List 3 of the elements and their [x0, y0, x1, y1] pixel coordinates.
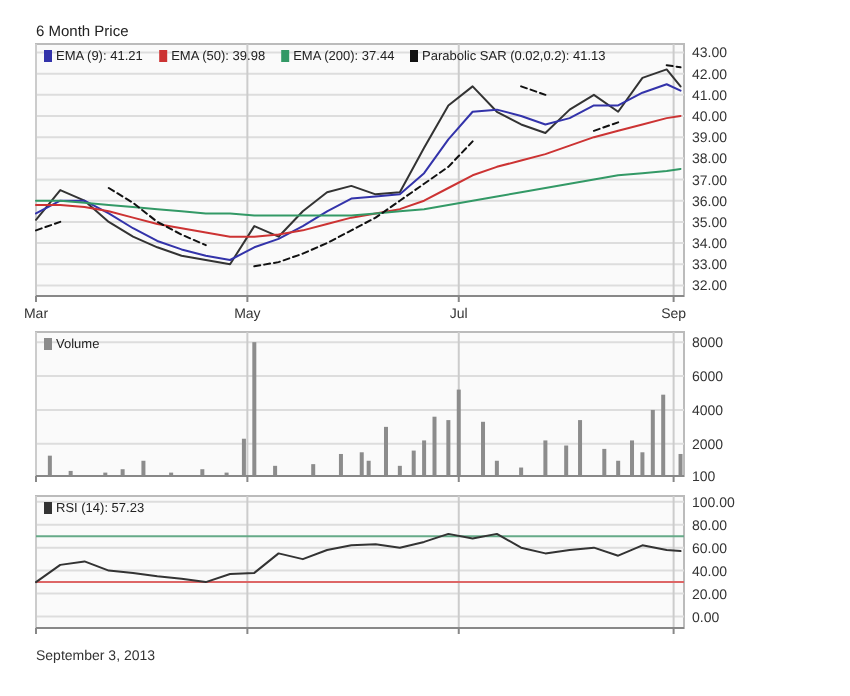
line-series [35, 167, 682, 217]
line-series [35, 532, 682, 584]
line-series [35, 115, 682, 238]
